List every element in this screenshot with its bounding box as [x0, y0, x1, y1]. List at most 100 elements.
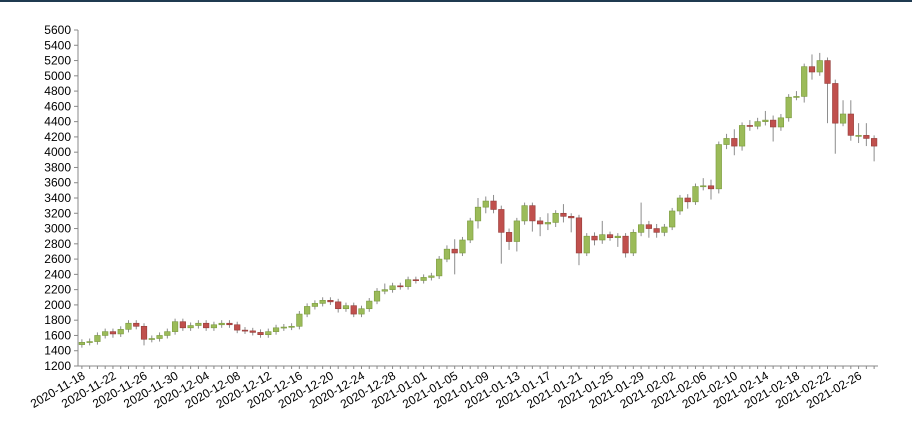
candle-body	[428, 275, 435, 278]
candle-body	[164, 331, 171, 336]
y-tick-label: 5600	[44, 23, 71, 37]
candle-body	[746, 125, 753, 127]
candle-body	[614, 235, 621, 239]
candle-body	[630, 232, 637, 254]
candle-body	[785, 96, 792, 119]
candle-body	[187, 325, 194, 329]
candle-body	[109, 331, 117, 335]
candle-body	[723, 138, 730, 145]
candle-body	[358, 308, 365, 315]
y-tick-label: 2000	[44, 298, 71, 312]
candle-body	[436, 258, 443, 277]
candle-body	[777, 117, 785, 128]
candle-body	[226, 322, 233, 326]
candle-body	[855, 135, 862, 137]
y-tick-label: 4000	[44, 145, 71, 159]
candle-body	[412, 279, 419, 282]
y-tick-label: 1200	[44, 359, 71, 373]
candle-body	[288, 325, 295, 328]
candle-body	[762, 119, 769, 122]
candle-body	[847, 113, 854, 136]
y-tick-label: 4600	[44, 99, 71, 113]
candle-body	[210, 324, 218, 329]
candle-body	[754, 121, 761, 127]
candle-body	[839, 113, 847, 124]
candle-body	[622, 235, 629, 254]
y-tick-label: 3600	[44, 176, 71, 190]
candle-body	[195, 322, 202, 326]
y-tick-label: 3000	[44, 222, 71, 236]
candle-body	[638, 224, 645, 233]
candle-body	[280, 326, 287, 329]
candle-body	[863, 135, 870, 139]
candle-body	[319, 300, 326, 304]
candle-body	[684, 197, 691, 203]
candle-body	[482, 200, 489, 208]
y-tick-label: 4400	[44, 115, 71, 129]
candle-body	[94, 335, 101, 342]
candle-body	[738, 125, 746, 147]
candle-body	[373, 290, 381, 302]
candle-body	[606, 234, 614, 239]
candle-body	[304, 306, 311, 315]
candle-body	[521, 205, 528, 222]
candle-body	[583, 235, 590, 254]
candle-body	[78, 342, 85, 345]
candle-body	[560, 212, 567, 217]
candle-body	[544, 222, 551, 225]
y-tick-label: 4800	[44, 84, 71, 98]
y-tick-label: 3800	[44, 160, 71, 174]
candle-body	[871, 138, 878, 147]
candle-body	[296, 313, 303, 327]
candle-body	[661, 226, 668, 233]
candle-body	[731, 138, 738, 147]
y-tick-label: 1800	[44, 313, 71, 327]
y-tick-label: 3200	[44, 206, 71, 220]
candle-body	[770, 119, 777, 128]
y-tick-label: 4200	[44, 130, 71, 144]
candle-body	[86, 341, 93, 343]
candle-body	[715, 144, 722, 190]
candle-body	[676, 197, 684, 212]
candle-body	[179, 321, 186, 329]
candle-body	[692, 186, 699, 203]
candle-body	[342, 305, 350, 310]
candle-body	[575, 217, 583, 254]
candle-body	[366, 300, 373, 310]
candle-body	[808, 66, 816, 73]
candle-body	[474, 206, 482, 222]
y-tick-label: 5000	[44, 69, 71, 83]
candle-body	[801, 66, 808, 97]
candle-body	[459, 239, 466, 254]
candle-body	[171, 321, 179, 332]
candle-body	[700, 185, 707, 188]
candle-body	[133, 322, 140, 327]
candle-body	[241, 329, 249, 332]
candle-body	[816, 60, 823, 73]
candle-body	[451, 248, 458, 254]
candle-body	[513, 220, 520, 242]
candle-body	[653, 228, 660, 233]
candle-body	[350, 305, 357, 315]
candle-body	[102, 331, 109, 336]
y-tick-label: 1400	[44, 344, 71, 358]
candle-body	[156, 335, 163, 339]
y-tick-label: 3400	[44, 191, 71, 205]
candle-body	[117, 329, 124, 335]
candle-body	[249, 330, 256, 333]
candle-body	[793, 96, 800, 98]
candle-body	[599, 234, 606, 241]
y-tick-label: 2600	[44, 252, 71, 266]
y-tick-label: 5400	[44, 38, 71, 52]
candle-body	[265, 331, 272, 335]
candle-body	[272, 327, 280, 332]
y-tick-label: 2800	[44, 237, 71, 251]
candle-body	[832, 83, 839, 124]
candle-body	[529, 205, 536, 222]
candle-body	[327, 300, 334, 303]
candle-body	[218, 322, 225, 326]
candle-body	[467, 220, 474, 241]
candle-body	[335, 301, 342, 310]
candle-body	[645, 224, 652, 229]
